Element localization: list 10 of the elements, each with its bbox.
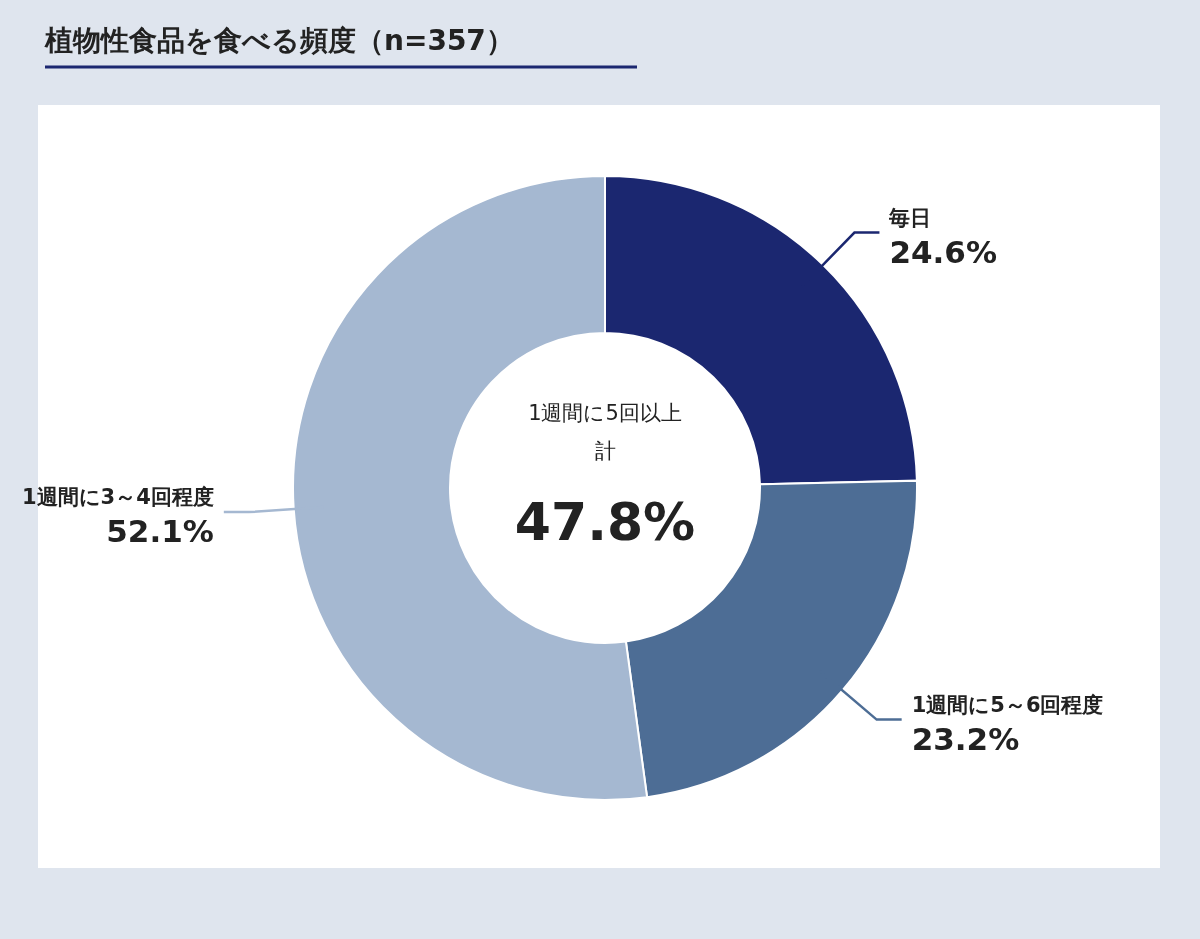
slice-label: 1週間に5～6回程度 [911,692,1104,717]
slice-label: 毎日 [888,205,932,230]
text: 1週間に5回以上 [528,401,682,425]
data-label: 24.6% [889,233,997,270]
data-label: 23.2% [911,720,1020,757]
text: 計 [594,439,616,463]
slice-label: 1週間に3～4回程度 [21,485,214,510]
chart-title: 植物性食品を食べる頻度（n=357） [44,24,514,57]
data-label: 52.1% [106,513,214,550]
text: 47.8% [514,492,696,552]
